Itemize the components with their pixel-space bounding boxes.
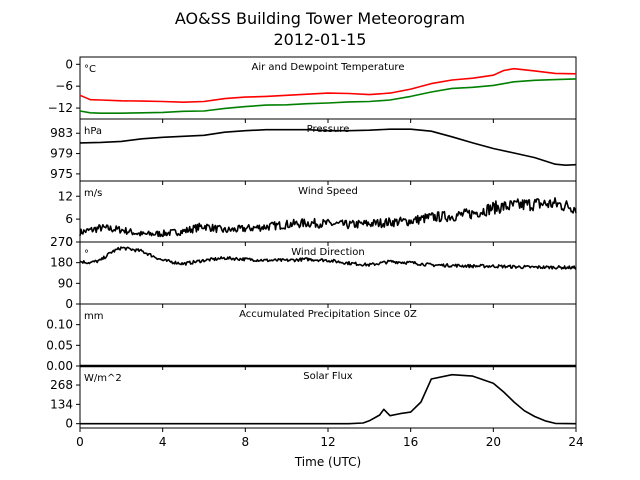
- panel-unit-label: mm: [84, 311, 103, 322]
- figure-subtitle: 2012-01-15: [274, 30, 367, 49]
- y-tick-label: 268: [50, 378, 73, 392]
- y-tick-label: 12: [58, 189, 73, 203]
- series-line-0-1: [79, 78, 577, 114]
- x-tick-label: 16: [403, 435, 418, 449]
- panel-unit-label: m/s: [84, 188, 102, 199]
- figure-title: AO&SS Building Tower Meteorogram: [175, 9, 465, 28]
- series-line-0-0: [79, 67, 577, 103]
- panels-group: 0 −6 −12 °C Air and Dewpoint Temperature 983 9…: [46, 56, 584, 449]
- y-tick-label: 0: [65, 57, 73, 71]
- x-axis-label: Time (UTC): [294, 455, 361, 469]
- y-tick-label: −6: [55, 79, 73, 93]
- x-tick-label: 24: [568, 435, 583, 449]
- series-line-2-0: [79, 197, 577, 238]
- panel-unit-label: °C: [84, 64, 96, 75]
- x-tick-label: 4: [159, 435, 167, 449]
- panel-title: Air and Dewpoint Temperature: [252, 62, 405, 73]
- panel-unit-label: W/m^2: [84, 373, 122, 384]
- y-tick-label: 0: [65, 235, 73, 249]
- y-tick-label: 90: [58, 276, 73, 290]
- series-line-5-0: [80, 373, 577, 425]
- y-tick-label: 0.10: [46, 318, 73, 332]
- panel-title: Wind Direction: [291, 247, 365, 258]
- y-tick-label: 180: [50, 256, 73, 270]
- y-tick-label: −12: [48, 101, 73, 115]
- y-tick-label: 0: [65, 417, 73, 431]
- y-tick-label: 975: [50, 167, 73, 181]
- y-tick-label: 0.00: [46, 359, 73, 373]
- series-line-3-0: [79, 246, 577, 270]
- panel-title: Accumulated Precipitation Since 0Z: [239, 309, 417, 320]
- x-tick-label: 12: [320, 435, 335, 449]
- panel-title: Pressure: [307, 124, 350, 135]
- panel-title: Solar Flux: [303, 371, 353, 382]
- x-tick-label: 0: [76, 435, 84, 449]
- y-tick-label: 270: [50, 235, 73, 249]
- y-tick-label: 0: [65, 297, 73, 311]
- x-tick-label: 20: [486, 435, 501, 449]
- y-tick-label: 979: [50, 147, 73, 161]
- x-tick-label: 8: [242, 435, 250, 449]
- panel-title: Wind Speed: [298, 186, 358, 197]
- y-tick-label: 0.05: [46, 338, 73, 352]
- y-tick-label: 6: [65, 212, 73, 226]
- panel-unit-label: hPa: [84, 126, 102, 137]
- y-tick-label: 983: [50, 126, 73, 140]
- panel-unit-label: °: [84, 249, 89, 260]
- series-line-1-0: [79, 128, 577, 166]
- y-tick-label: 134: [50, 397, 73, 411]
